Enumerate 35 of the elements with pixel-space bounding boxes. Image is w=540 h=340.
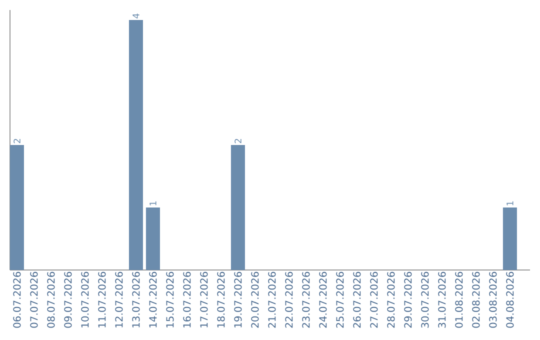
x-tick-label: 21.07.2026 <box>268 272 276 328</box>
x-tick-label: 04.08.2026 <box>506 272 514 328</box>
x-tick-label: 16.07.2026 <box>183 272 191 328</box>
x-tick-label: 26.07.2026 <box>353 272 361 328</box>
data-label: 2 <box>234 138 242 144</box>
data-label: 2 <box>14 138 20 144</box>
data-label: 4 <box>132 14 140 18</box>
x-tick-label: 17.07.2026 <box>200 272 208 328</box>
x-tick-label: 12.07.2026 <box>115 272 123 328</box>
x-tick-label: 22.07.2026 <box>285 272 293 328</box>
x-tick-label: 01.08.2026 <box>455 272 463 328</box>
x-tick-label: 24.07.2026 <box>319 272 327 328</box>
x-tick-label: 27.07.2026 <box>370 272 378 328</box>
x-tick-label: 29.07.2026 <box>404 272 412 328</box>
x-tick-label: 14.07.2026 <box>149 272 157 328</box>
x-tick-label: 03.08.2026 <box>489 272 497 328</box>
x-tick-label: 07.07.2026 <box>30 272 38 328</box>
x-tick-label: 09.07.2026 <box>64 272 72 328</box>
x-tick-label: 28.07.2026 <box>387 272 395 328</box>
x-tick-label: 11.07.2026 <box>98 272 106 328</box>
x-tick-label: 30.07.2026 <box>421 272 429 328</box>
x-tick-label: 18.07.2026 <box>217 272 225 328</box>
x-tick-label: 02.08.2026 <box>472 272 480 328</box>
data-label: 1 <box>150 201 156 206</box>
x-tick-label: 06.07.2026 <box>13 272 21 328</box>
x-tick-label: 08.07.2026 <box>47 272 55 328</box>
x-tick-label: 15.07.2026 <box>166 272 174 328</box>
x-tick-label: 25.07.2026 <box>336 272 344 328</box>
x-tick-label: 31.07.2026 <box>438 272 446 328</box>
x-tick-label: 13.07.2026 <box>132 272 140 328</box>
x-tick-label: 23.07.2026 <box>302 272 310 328</box>
x-tick-label: 10.07.2026 <box>81 272 89 328</box>
x-tick-label: 19.07.2026 <box>234 272 242 328</box>
data-label: 1 <box>506 201 514 206</box>
x-tick-label: 20.07.2026 <box>251 272 259 328</box>
